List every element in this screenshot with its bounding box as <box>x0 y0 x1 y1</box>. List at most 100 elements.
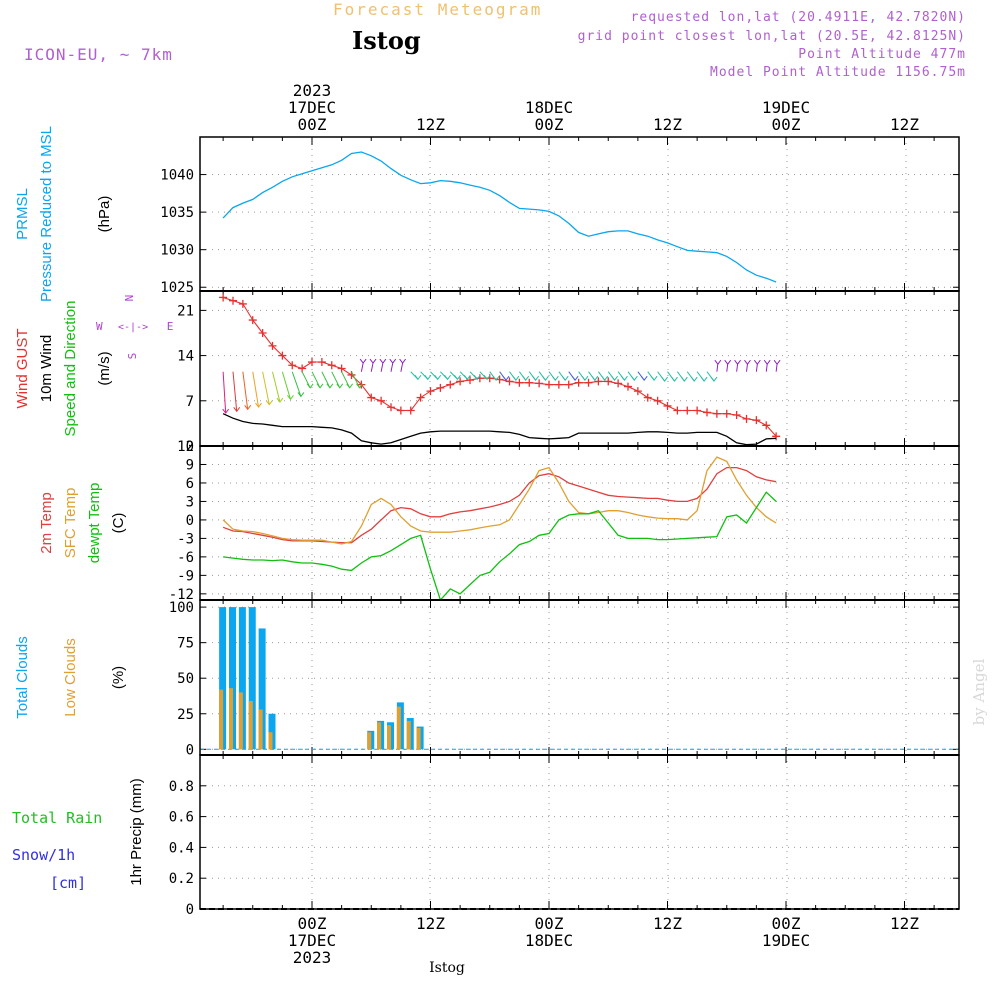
y-tick-label: 12 <box>177 439 194 455</box>
wind-arrow-head <box>265 400 273 406</box>
total-clouds-bar <box>268 713 276 750</box>
y-tick-label: -12 <box>169 587 194 603</box>
top-time-label: 18DEC <box>525 98 573 117</box>
gust-marker <box>446 380 455 389</box>
wind-arrow-head <box>724 359 732 366</box>
top-time-label: 12Z <box>416 115 445 134</box>
gust-marker <box>693 406 702 415</box>
y-axis-label: Total Clouds <box>14 636 31 719</box>
gust-marker <box>248 316 257 325</box>
wind-arrow <box>380 362 384 372</box>
compass-arrows: <-|-> <box>118 322 148 333</box>
compass-s: S <box>126 353 139 360</box>
bottom-time-label: 2023 <box>293 948 332 967</box>
wind-arrow <box>360 362 364 372</box>
top-time-label: 2023 <box>293 81 332 100</box>
y-tick-label: -9 <box>177 568 194 584</box>
gust-marker <box>564 380 573 389</box>
wind-arrow-head <box>369 358 377 364</box>
panel-1: 1025 1030 1035 1040 PRMSL Pressure Reduced to… <box>14 126 959 302</box>
wind-arrow <box>331 371 341 389</box>
low-clouds-bar <box>238 692 243 750</box>
wind-arrow-head <box>356 383 363 389</box>
wind-arrow <box>262 371 270 405</box>
y-tick-label: 0 <box>186 439 194 455</box>
bottom-time-label: 00Z <box>535 914 564 933</box>
gust-marker <box>742 414 751 423</box>
low-clouds-bar <box>258 709 263 750</box>
gust-marker <box>288 361 297 370</box>
wind-arrow-head <box>680 376 688 382</box>
wind-arrow-head <box>690 376 698 382</box>
y-axis-label: 2m Temp <box>38 492 55 553</box>
y-tick-label: 0.8 <box>169 779 194 795</box>
temp-series-2 <box>222 456 777 545</box>
y-axis-label: Speed and Direction <box>62 301 79 437</box>
gust-marker <box>732 411 741 419</box>
panel-2: 0 7 14 21 Wind GUST 10m Wind Speed and Directi… <box>14 291 959 455</box>
model-altitude: Model Point Altitude 1156.75m <box>710 65 966 80</box>
gust-marker <box>396 406 405 415</box>
wind-arrow-head <box>255 402 262 408</box>
y-tick-label: 3 <box>186 494 194 510</box>
wind-arrow-head <box>561 375 569 382</box>
wind-arrow-head <box>359 358 367 364</box>
wind-arrow-head <box>601 375 609 382</box>
wind-arrow-head <box>492 375 500 382</box>
wind-arrow-head <box>611 375 618 382</box>
gust-marker <box>594 377 603 386</box>
gust-marker <box>683 406 692 415</box>
gust-marker <box>584 378 593 387</box>
wind-arrow-head <box>336 383 344 389</box>
gust-marker <box>515 378 524 387</box>
pressure-line <box>222 151 777 283</box>
gust-marker <box>337 364 346 373</box>
wind-arrow-head <box>640 375 648 382</box>
compass-n: N <box>123 295 136 302</box>
gust-marker <box>308 358 316 367</box>
y-tick-label: 0.6 <box>169 810 194 826</box>
wind-arrow-head <box>346 383 354 389</box>
y-tick-label: 6 <box>186 476 194 492</box>
panel-background <box>200 446 959 600</box>
y-tick-label: 0 <box>186 902 194 918</box>
wind-arrow <box>370 362 374 372</box>
y-tick-label: 21 <box>177 303 194 319</box>
y-axis-label: dewpt Temp <box>86 483 103 564</box>
gust-marker <box>238 299 247 308</box>
gust-marker <box>772 432 781 441</box>
gust-marker <box>712 409 721 418</box>
wind-arrow-head <box>287 395 294 401</box>
wind-arrow-head <box>753 359 761 366</box>
gust-marker <box>554 380 563 389</box>
y-tick-label: 1025 <box>160 280 194 296</box>
y-tick-label: 50 <box>177 671 194 687</box>
wind-arrow-head <box>414 374 422 381</box>
bottom-time-label: 19DEC <box>762 931 810 950</box>
gust-marker <box>535 379 544 388</box>
total-clouds-bar <box>248 607 256 750</box>
y-tick-label: -6 <box>177 550 194 566</box>
wind-arrow-head <box>434 374 442 381</box>
low-clouds-bar <box>377 722 382 750</box>
gust-marker <box>525 378 534 387</box>
panel-background <box>200 137 959 291</box>
y-tick-label: 7 <box>186 394 194 410</box>
wind-speed-line <box>222 413 777 446</box>
gust-marker <box>377 396 386 405</box>
wind-arrow <box>400 362 404 372</box>
top-time-label: 12Z <box>890 115 919 134</box>
gust-marker <box>703 408 711 417</box>
gust-marker <box>722 409 731 418</box>
footer-station: Istog <box>429 960 465 976</box>
y-tick-label: 1040 <box>160 168 194 184</box>
wind-arrow-head <box>773 359 781 366</box>
wind-arrow-head <box>661 376 669 382</box>
low-clouds-bar <box>396 706 401 750</box>
y-tick-label: 9 <box>186 457 194 473</box>
top-time-label: 00Z <box>772 115 801 134</box>
bottom-time-label: 17DEC <box>288 931 336 950</box>
wind-arrow <box>281 371 291 400</box>
wind-arrow-head <box>551 375 559 382</box>
y-axis-label: (C) <box>110 513 127 534</box>
